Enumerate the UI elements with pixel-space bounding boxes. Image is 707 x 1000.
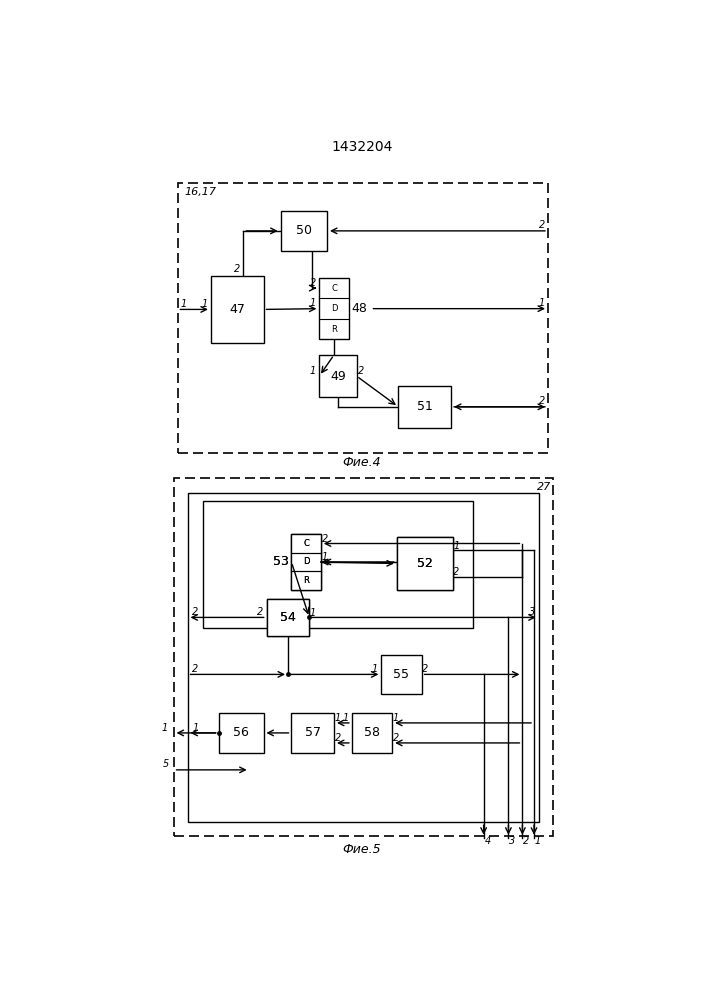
Text: D: D <box>303 557 310 566</box>
Text: 27: 27 <box>537 482 551 492</box>
Text: 1: 1 <box>161 723 168 733</box>
Text: 1: 1 <box>453 541 460 551</box>
Text: 3: 3 <box>509 836 515 846</box>
Text: R: R <box>303 576 309 585</box>
Bar <box>381 655 421 694</box>
Text: 57: 57 <box>305 726 321 739</box>
Bar <box>320 355 356 397</box>
Bar <box>397 537 452 590</box>
Text: 2: 2 <box>523 836 530 846</box>
Text: 4: 4 <box>484 836 491 846</box>
Bar <box>398 386 451 428</box>
Text: 1: 1 <box>393 713 399 723</box>
Text: 2: 2 <box>539 396 545 406</box>
Text: 47: 47 <box>229 303 245 316</box>
Bar <box>281 211 327 251</box>
Text: 2: 2 <box>539 220 545 230</box>
Text: 1: 1 <box>310 608 316 618</box>
Bar <box>174 478 554 836</box>
Text: 52: 52 <box>417 557 433 570</box>
Bar <box>291 713 334 753</box>
Text: 2: 2 <box>192 607 199 617</box>
Text: 16,17: 16,17 <box>185 187 217 197</box>
Text: C: C <box>331 284 337 293</box>
Text: 2: 2 <box>234 264 240 274</box>
Bar <box>352 713 392 753</box>
Text: 58: 58 <box>364 726 380 739</box>
Text: 54: 54 <box>280 611 296 624</box>
Text: 54: 54 <box>280 611 296 624</box>
Text: 2: 2 <box>322 534 328 544</box>
Text: 5: 5 <box>163 759 169 769</box>
Text: 1: 1 <box>310 366 316 376</box>
Text: 1: 1 <box>534 836 541 846</box>
Bar <box>187 493 539 822</box>
Text: 49: 49 <box>330 370 346 383</box>
Text: 56: 56 <box>233 726 249 739</box>
Text: 2: 2 <box>257 607 264 617</box>
Bar <box>397 537 452 590</box>
Text: 2: 2 <box>393 733 399 743</box>
Text: C: C <box>303 539 309 548</box>
Text: 2: 2 <box>310 278 316 288</box>
Text: 53: 53 <box>273 555 288 568</box>
Text: 2: 2 <box>192 664 199 674</box>
Bar <box>267 599 309 636</box>
Text: D: D <box>331 304 337 313</box>
Text: 1432204: 1432204 <box>332 140 392 154</box>
Text: 1: 1 <box>343 713 349 723</box>
Text: Фие.5: Фие.5 <box>343 843 381 856</box>
Text: 1: 1 <box>322 552 328 562</box>
Text: 3: 3 <box>530 607 536 617</box>
Text: Фие.4: Фие.4 <box>343 456 381 469</box>
Text: 1: 1 <box>372 664 378 674</box>
Text: 1: 1 <box>335 713 341 723</box>
Text: 2: 2 <box>358 366 364 376</box>
Text: 48: 48 <box>351 302 368 315</box>
Bar <box>267 599 309 636</box>
Text: R: R <box>331 325 337 334</box>
Bar <box>211 276 264 343</box>
Text: 1: 1 <box>192 723 199 733</box>
Text: 51: 51 <box>417 400 433 413</box>
Bar <box>177 183 548 453</box>
Text: 1: 1 <box>539 298 545 308</box>
Text: 2: 2 <box>335 733 341 743</box>
Bar <box>203 501 473 628</box>
Bar <box>291 534 321 590</box>
Bar <box>291 534 321 590</box>
Bar <box>320 278 349 339</box>
Text: 2: 2 <box>422 664 428 674</box>
Text: 1: 1 <box>310 298 316 308</box>
Text: D: D <box>303 557 310 566</box>
Text: C: C <box>303 539 309 548</box>
Text: 52: 52 <box>417 557 433 570</box>
Text: R: R <box>303 576 309 585</box>
Text: 1: 1 <box>201 299 208 309</box>
Text: 2: 2 <box>453 567 460 577</box>
Text: 55: 55 <box>394 668 409 681</box>
Text: 53: 53 <box>273 555 288 568</box>
Text: 1: 1 <box>180 299 187 309</box>
Bar <box>218 713 264 753</box>
Text: 50: 50 <box>296 224 312 237</box>
